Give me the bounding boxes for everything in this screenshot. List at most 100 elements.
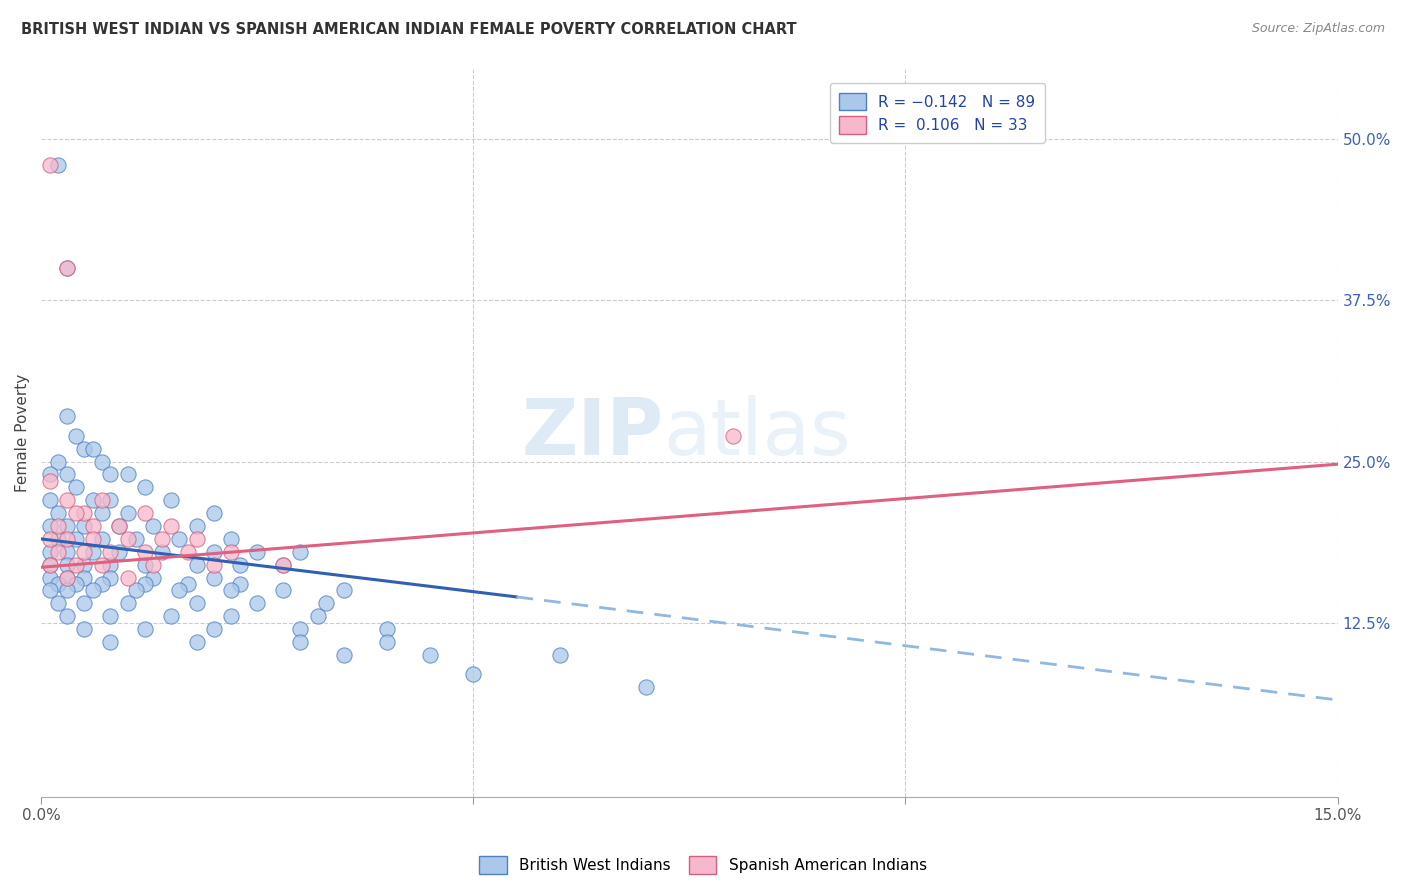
Point: [98, 467, 121, 482]
Point: [134, 577, 156, 591]
Point: [117, 571, 139, 585]
Point: [56, 409, 79, 424]
Point: [315, 596, 337, 610]
Point: [134, 545, 156, 559]
Point: [548, 648, 571, 662]
Point: [229, 577, 252, 591]
Point: [90, 454, 112, 468]
Point: [82, 545, 104, 559]
Point: [98, 635, 121, 649]
Point: [134, 480, 156, 494]
Point: [82, 583, 104, 598]
Point: [38, 583, 60, 598]
Point: [38, 519, 60, 533]
Point: [73, 506, 96, 520]
Point: [56, 609, 79, 624]
Point: [73, 596, 96, 610]
Point: [56, 583, 79, 598]
Point: [73, 442, 96, 456]
Point: [177, 577, 200, 591]
Point: [169, 532, 191, 546]
Point: [142, 571, 165, 585]
Point: [38, 158, 60, 172]
Point: [90, 532, 112, 546]
Point: [38, 532, 60, 546]
Point: [150, 532, 173, 546]
Point: [150, 545, 173, 559]
Point: [159, 519, 181, 533]
Point: [56, 493, 79, 508]
Point: [375, 635, 398, 649]
Point: [98, 558, 121, 572]
Point: [125, 532, 148, 546]
Point: [38, 558, 60, 572]
Point: [117, 506, 139, 520]
Point: [246, 596, 269, 610]
Point: [219, 583, 242, 598]
Point: [108, 519, 131, 533]
Point: [48, 519, 70, 533]
Point: [98, 545, 121, 559]
Point: [56, 261, 79, 276]
Point: [246, 545, 269, 559]
Point: [48, 506, 70, 520]
Point: [332, 648, 354, 662]
Point: [90, 506, 112, 520]
Point: [219, 609, 242, 624]
Point: [142, 519, 165, 533]
Text: atlas: atlas: [664, 394, 851, 471]
Point: [90, 493, 112, 508]
Point: [202, 558, 225, 572]
Point: [56, 571, 79, 585]
Point: [38, 467, 60, 482]
Point: [186, 532, 208, 546]
Point: [56, 467, 79, 482]
Point: [82, 532, 104, 546]
Point: [108, 545, 131, 559]
Point: [721, 429, 744, 443]
Point: [65, 429, 87, 443]
Point: [271, 583, 294, 598]
Point: [271, 558, 294, 572]
Point: [290, 622, 312, 636]
Point: [229, 558, 252, 572]
Legend: R = −0.142   N = 89, R =  0.106   N = 33: R = −0.142 N = 89, R = 0.106 N = 33: [830, 84, 1045, 144]
Point: [73, 545, 96, 559]
Point: [202, 622, 225, 636]
Point: [117, 596, 139, 610]
Point: [38, 474, 60, 488]
Point: [56, 519, 79, 533]
Point: [38, 571, 60, 585]
Point: [142, 558, 165, 572]
Point: [202, 571, 225, 585]
Point: [65, 480, 87, 494]
Point: [56, 261, 79, 276]
Point: [219, 532, 242, 546]
Point: [90, 558, 112, 572]
Point: [186, 596, 208, 610]
Point: [290, 545, 312, 559]
Point: [117, 467, 139, 482]
Point: [463, 667, 485, 681]
Point: [290, 635, 312, 649]
Point: [177, 545, 200, 559]
Point: [98, 493, 121, 508]
Point: [202, 506, 225, 520]
Point: [73, 622, 96, 636]
Point: [65, 558, 87, 572]
Point: [332, 583, 354, 598]
Point: [48, 532, 70, 546]
Point: [73, 519, 96, 533]
Point: [98, 609, 121, 624]
Text: Source: ZipAtlas.com: Source: ZipAtlas.com: [1251, 22, 1385, 36]
Point: [117, 532, 139, 546]
Point: [56, 545, 79, 559]
Y-axis label: Female Poverty: Female Poverty: [15, 374, 30, 491]
Point: [48, 545, 70, 559]
Point: [82, 519, 104, 533]
Point: [48, 454, 70, 468]
Point: [98, 571, 121, 585]
Point: [73, 558, 96, 572]
Point: [125, 583, 148, 598]
Point: [82, 493, 104, 508]
